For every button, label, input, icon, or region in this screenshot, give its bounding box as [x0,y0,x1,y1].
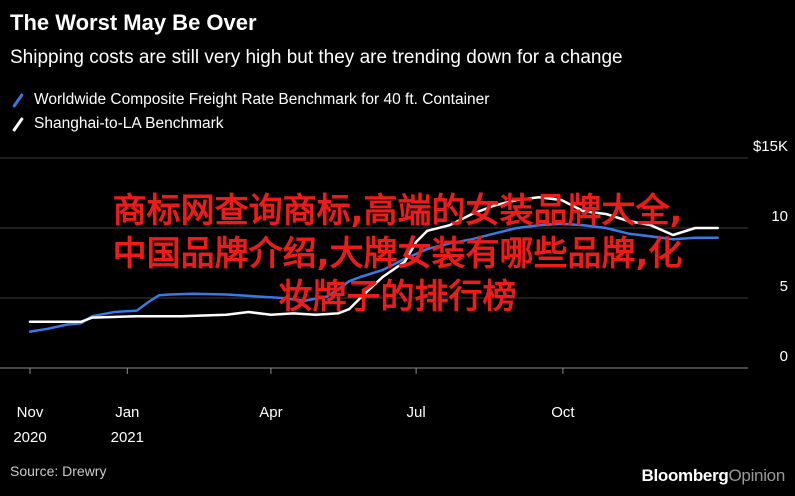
y-tick-label-0: 0 [780,348,788,365]
legend-item-shanghai: Shanghai-to-LA Benchmark [10,112,489,136]
x-tick-label-3-0: Jul [407,404,426,421]
overlay-line-2: 中国品牌介绍,大牌女装有哪些品牌,化 [112,234,683,274]
watermark-overlay-text: 商标网查询商标,高端的女装品牌大全, 中国品牌介绍,大牌女装有哪些品牌,化 妆牌… [0,190,795,319]
legend: Worldwide Composite Freight Rate Benchma… [10,88,489,136]
x-tick-label-0-0: Nov [17,404,44,421]
legend-swatch-shanghai [12,116,24,132]
x-tick-label-1-0: Jan [115,404,139,421]
y-tick-label-15: $15K [753,138,788,155]
x-tick-label-4-0: Oct [551,404,575,421]
y-tick-label-10: 10 [771,208,788,225]
x-tick-label-1-1: 2021 [111,429,144,446]
source-note: Source: Drewry [10,463,107,479]
brand-main: Bloomberg [641,466,729,485]
y-tick-label-5: 5 [780,278,788,295]
brand-suffix: Opinion [728,466,786,485]
overlay-line-1: 商标网查询商标,高端的女装品牌大全, [112,191,683,231]
series-line-0 [28,222,719,333]
x-tick-label-2-0: Apr [259,404,282,421]
legend-item-worldwide: Worldwide Composite Freight Rate Benchma… [10,88,489,112]
x-tick-label-0-1: 2020 [13,429,46,446]
brand-logo: BloombergOpinion [641,466,785,486]
chart-subtitle: Shipping costs are still very high but t… [10,47,623,68]
legend-label-shanghai: Shanghai-to-LA Benchmark [34,115,224,132]
overlay-line-3: 妆牌子的排行榜 [278,277,517,317]
legend-swatch-worldwide [12,92,24,108]
series-line-1 [28,195,719,324]
legend-label-worldwide: Worldwide Composite Freight Rate Benchma… [34,91,490,108]
chart-title: The Worst May Be Over [10,10,257,35]
